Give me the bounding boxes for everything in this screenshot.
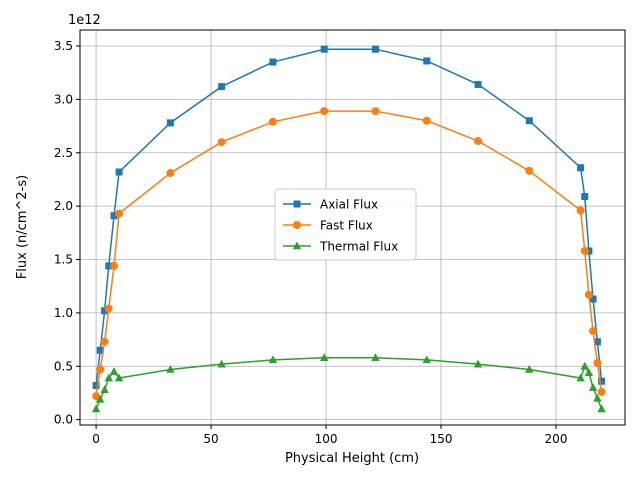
y-tick-label: 3.5: [54, 39, 73, 53]
data-point-thermal-flux: [114, 373, 124, 382]
data-point-fast-flux: [268, 117, 277, 126]
x-tick-label: 50: [203, 432, 218, 446]
data-point-axial-flux: [525, 117, 533, 125]
data-point-fast-flux: [166, 169, 175, 178]
y-tick-label: 1.5: [54, 253, 73, 267]
data-point-fast-flux: [589, 327, 598, 336]
data-point-axial-flux: [269, 58, 277, 66]
x-tick-label: 0: [92, 432, 100, 446]
data-point-axial-flux: [92, 382, 100, 389]
series-axial-flux: [92, 45, 606, 389]
legend-marker-fast-flux: [293, 221, 301, 229]
data-point-thermal-flux: [422, 355, 431, 364]
y-tick-label: 1.0: [54, 306, 73, 320]
legend-label-axial-flux: Axial Flux: [320, 198, 378, 212]
data-point-fast-flux: [576, 206, 585, 215]
series-layer: [91, 45, 606, 413]
data-point-fast-flux: [371, 107, 380, 116]
data-point-axial-flux: [166, 119, 174, 127]
data-point-axial-flux: [320, 45, 328, 53]
data-point-axial-flux: [110, 212, 118, 220]
legend-label-fast-flux: Fast Flux: [320, 219, 373, 233]
data-point-thermal-flux: [580, 361, 589, 370]
x-tick-label: 100: [315, 432, 338, 446]
data-point-fast-flux: [525, 166, 534, 175]
data-point-thermal-flux: [109, 367, 119, 375]
y-tick-label: 2.5: [54, 146, 73, 160]
data-point-fast-flux: [110, 261, 119, 270]
plot-frame: [79, 29, 626, 426]
data-point-thermal-flux: [588, 383, 598, 391]
data-point-thermal-flux: [96, 394, 105, 403]
data-point-axial-flux: [96, 346, 104, 354]
data-point-fast-flux: [320, 107, 329, 116]
data-point-axial-flux: [589, 295, 597, 303]
data-point-axial-flux: [474, 80, 482, 88]
data-point-fast-flux: [580, 246, 589, 255]
data-point-axial-flux: [593, 338, 601, 346]
data-point-fast-flux: [474, 137, 483, 146]
data-point-axial-flux: [577, 164, 585, 172]
series-line-axial-flux: [95, 48, 603, 386]
data-point-fast-flux: [422, 116, 431, 125]
x-tick-label: 200: [545, 432, 568, 446]
data-point-thermal-flux: [576, 373, 585, 382]
data-point-axial-flux: [423, 57, 431, 65]
y-tick-label: 2.0: [54, 199, 73, 213]
data-point-axial-flux: [218, 83, 226, 91]
data-point-fast-flux: [92, 392, 101, 401]
data-point-thermal-flux: [597, 404, 606, 413]
data-point-axial-flux: [101, 307, 109, 315]
data-point-fast-flux: [115, 209, 124, 218]
data-point-thermal-flux: [584, 368, 594, 376]
legend-marker-thermal-flux: [292, 241, 302, 250]
legend-label-thermal-flux: Thermal Flux: [319, 240, 398, 254]
y-tick-label: 0.0: [54, 413, 73, 427]
x-axis-label: Physical Height (cm): [285, 451, 419, 466]
data-point-fast-flux: [96, 365, 105, 374]
series-thermal-flux: [91, 353, 606, 413]
data-point-fast-flux: [584, 290, 593, 299]
data-point-axial-flux: [581, 193, 589, 201]
data-point-axial-flux: [585, 247, 593, 255]
series-fast-flux: [92, 107, 606, 401]
data-point-thermal-flux: [91, 404, 101, 413]
data-point-axial-flux: [105, 262, 113, 270]
data-point-thermal-flux: [525, 364, 534, 373]
y-tick-label: 0.5: [54, 359, 73, 373]
data-point-axial-flux: [598, 377, 606, 385]
data-point-fast-flux: [217, 138, 226, 147]
y-axis-label: Flux (n/cm^2-s): [15, 175, 30, 279]
x-tick-label: 150: [430, 432, 453, 446]
data-point-thermal-flux: [100, 385, 109, 394]
series-line-fast-flux: [95, 110, 603, 397]
data-point-thermal-flux: [217, 359, 226, 368]
data-point-axial-flux: [115, 168, 123, 176]
axis-ticks: 0 50 100 150 200 0.0 0.5 1.0 1.5 2.0 2.5 3.0 3.5: [54, 39, 568, 446]
data-point-thermal-flux: [473, 359, 483, 368]
data-point-thermal-flux: [320, 353, 329, 362]
data-point-axial-flux: [371, 45, 379, 53]
data-point-fast-flux: [104, 304, 113, 313]
data-point-thermal-flux: [268, 355, 278, 364]
data-point-fast-flux: [593, 359, 602, 368]
data-point-thermal-flux: [593, 393, 602, 402]
data-point-thermal-flux: [371, 353, 380, 362]
legend-marker-axial-flux: [293, 200, 301, 208]
data-point-thermal-flux: [166, 364, 175, 373]
legend: Axial Flux Fast Flux Thermal Flux: [274, 188, 417, 261]
data-point-fast-flux: [100, 337, 109, 346]
y-tick-label: 3.0: [54, 92, 73, 106]
legend-box: [274, 188, 417, 261]
data-point-fast-flux: [597, 387, 606, 396]
data-point-thermal-flux: [104, 373, 113, 382]
y-offset-label: 1e12: [68, 13, 101, 28]
